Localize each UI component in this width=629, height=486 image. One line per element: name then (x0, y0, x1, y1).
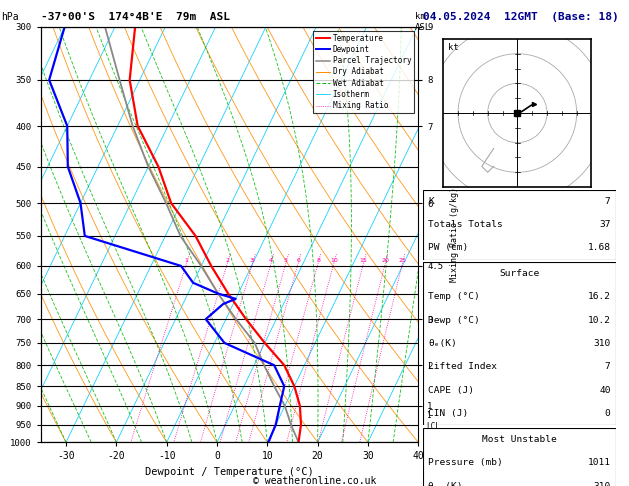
Text: hPa: hPa (1, 12, 19, 22)
Text: 1.68: 1.68 (587, 243, 611, 252)
Text: Most Unstable: Most Unstable (482, 435, 557, 444)
Text: CIN (J): CIN (J) (428, 409, 469, 418)
Text: Dewp (°C): Dewp (°C) (428, 316, 481, 325)
Text: K: K (428, 197, 434, 206)
Text: Pressure (mb): Pressure (mb) (428, 458, 503, 467)
Text: 10.2: 10.2 (587, 316, 611, 325)
Text: -37°00'S  174°4B'E  79m  ASL: -37°00'S 174°4B'E 79m ASL (41, 12, 230, 22)
Text: 15: 15 (360, 258, 367, 263)
Text: 7: 7 (605, 197, 611, 206)
Text: © weatheronline.co.uk: © weatheronline.co.uk (253, 476, 376, 486)
Text: θₑ(K): θₑ(K) (428, 339, 457, 348)
Text: 1
LCL: 1 LCL (426, 411, 440, 431)
Text: Lifted Index: Lifted Index (428, 363, 498, 371)
Text: kt: kt (448, 43, 459, 52)
Text: CAPE (J): CAPE (J) (428, 386, 474, 395)
Text: 04.05.2024  12GMT  (Base: 18): 04.05.2024 12GMT (Base: 18) (423, 12, 618, 22)
Text: 6: 6 (296, 258, 300, 263)
Legend: Temperature, Dewpoint, Parcel Trajectory, Dry Adiabat, Wet Adiabat, Isotherm, Mi: Temperature, Dewpoint, Parcel Trajectory… (313, 31, 415, 113)
Text: 310: 310 (593, 339, 611, 348)
Text: 8: 8 (316, 258, 320, 263)
Text: θₑ (K): θₑ (K) (428, 482, 463, 486)
Text: 25: 25 (399, 258, 406, 263)
Text: 5: 5 (284, 258, 288, 263)
Text: Temp (°C): Temp (°C) (428, 293, 481, 301)
Text: 4: 4 (269, 258, 273, 263)
Text: 1011: 1011 (587, 458, 611, 467)
Text: 2: 2 (225, 258, 230, 263)
Text: km
ASL: km ASL (415, 12, 431, 32)
Text: Surface: Surface (499, 269, 540, 278)
Text: PW (cm): PW (cm) (428, 243, 469, 252)
Text: Mixing Ratio (g/kg): Mixing Ratio (g/kg) (450, 187, 459, 282)
Text: 0: 0 (605, 409, 611, 418)
X-axis label: Dewpoint / Temperature (°C): Dewpoint / Temperature (°C) (145, 467, 314, 477)
Text: 37: 37 (599, 220, 611, 229)
Text: 7: 7 (605, 363, 611, 371)
Text: 20: 20 (381, 258, 389, 263)
Text: 16.2: 16.2 (587, 293, 611, 301)
Text: 1: 1 (185, 258, 189, 263)
Text: 310: 310 (593, 482, 611, 486)
Text: Totals Totals: Totals Totals (428, 220, 503, 229)
Text: 40: 40 (599, 386, 611, 395)
Text: 10: 10 (330, 258, 338, 263)
Text: 3I: 3I (250, 258, 255, 263)
